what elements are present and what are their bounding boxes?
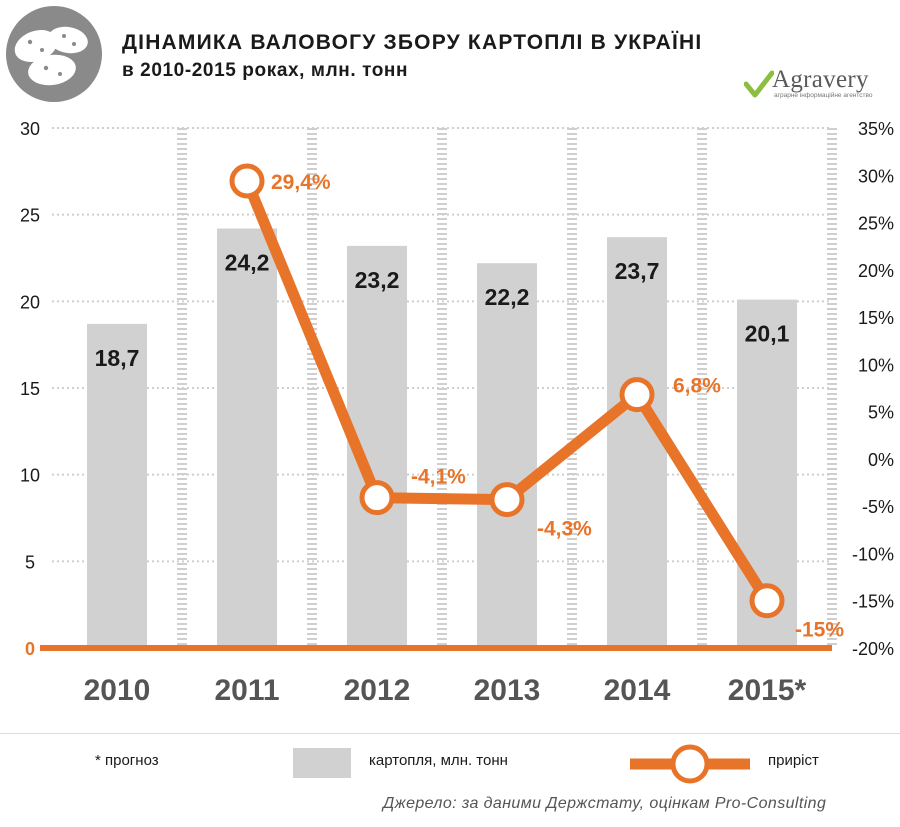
growth-value-label: -4,3% [537, 518, 592, 541]
y-left-tick-label: 25 [20, 206, 40, 226]
bar-value-label: 23,2 [355, 267, 400, 293]
potato-icon [14, 26, 88, 86]
growth-value-label: 6,8% [673, 375, 721, 398]
y-right-tick-label: 30% [858, 166, 894, 186]
brand-tagline: аграрне інформаційне агентство [774, 92, 873, 99]
bar-value-label: 20,1 [745, 321, 790, 347]
y-right-tick-label: -5% [862, 497, 894, 517]
bar-value-label: 22,2 [485, 284, 530, 310]
bar [217, 228, 277, 648]
growth-value-label: 29,4% [271, 171, 331, 194]
growth-point [489, 482, 525, 518]
bar-value-label: 23,7 [615, 258, 660, 284]
growth-value-label: -4,1% [411, 466, 466, 489]
y-left-tick-label: 0 [25, 639, 35, 659]
y-left-tick-label: 30 [20, 119, 40, 139]
growth-point [749, 583, 785, 619]
y-right-tick-label: 35% [858, 119, 894, 139]
growth-point [229, 163, 265, 199]
y-right-tick-label: 25% [858, 214, 894, 234]
chart-title: ДІНАМИКА ВАЛОВОГУ ЗБОРУ КАРТОПЛІ В УКРАЇ… [122, 31, 703, 54]
y-right-tick-label: -20% [852, 639, 894, 659]
x-category-label: 2010 [84, 674, 151, 707]
y-left-tick-label: 15 [20, 379, 40, 399]
x-category-label: 2013 [474, 674, 541, 707]
legend-divider [0, 733, 900, 734]
bar [477, 263, 537, 648]
legend-bar-label: картопля, млн. тонн [369, 752, 508, 769]
brand-logo: Agravery аграрне інформаційне агентство [744, 66, 884, 100]
bar [607, 237, 667, 648]
legend-forecast-note: * прогноз [95, 752, 159, 769]
source-note: Джерело: за даними Держстату, оцінкам Pr… [383, 795, 827, 812]
y-right-tick-label: -10% [852, 544, 894, 564]
x-category-label: 2011 [214, 674, 279, 707]
y-left-tick-label: 10 [20, 466, 40, 486]
x-category-label: 2014 [604, 674, 671, 707]
y-left-tick-label: 20 [20, 292, 40, 312]
growth-point [359, 480, 395, 516]
growth-point [619, 377, 655, 413]
x-category-label: 2012 [344, 674, 411, 707]
bar-value-label: 18,7 [95, 345, 140, 371]
legend-line-swatch [630, 744, 750, 784]
y-right-tick-label: 15% [858, 308, 894, 328]
y-right-tick-label: 20% [858, 261, 894, 281]
y-right-tick-label: -15% [852, 592, 894, 612]
logo-badge [6, 6, 102, 102]
x-category-label: 2015* [728, 674, 807, 707]
legend-line-label: приріст [768, 752, 819, 769]
growth-value-label: -15% [795, 619, 844, 642]
legend-bar-swatch [293, 748, 351, 778]
bar [87, 323, 147, 648]
checkmark-icon [744, 70, 774, 98]
y-right-tick-label: 5% [868, 403, 894, 423]
brand-name: Agravery [772, 66, 869, 93]
y-left-tick-label: 5 [25, 552, 35, 572]
combo-chart: 18,7 24,2 23,2 22,2 23,7 20,1 0 5 10 15 20 25 30 -20%… [20, 119, 894, 707]
bar-value-label: 24,2 [225, 250, 270, 276]
y-right-tick-label: 10% [858, 355, 894, 375]
chart-subtitle: в 2010-2015 роках, млн. тонн [122, 60, 409, 81]
y-right-tick-label: 0% [868, 450, 894, 470]
